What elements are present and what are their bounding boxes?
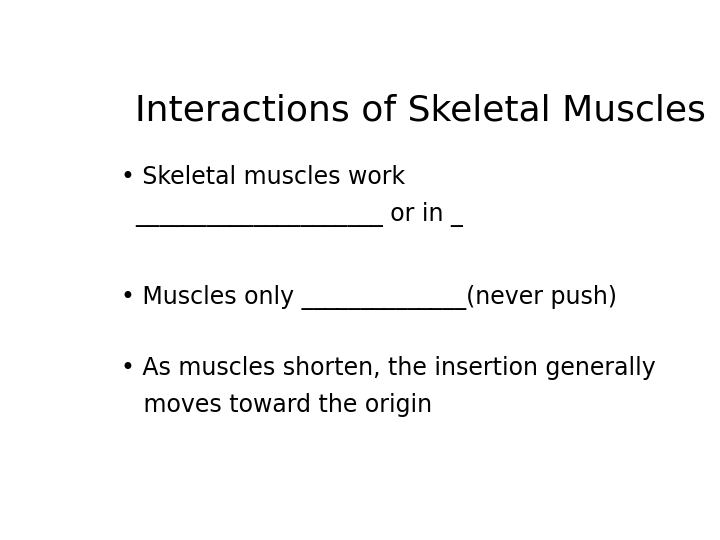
Text: • Muscles only ______________(never push): • Muscles only ______________(never push… (121, 285, 617, 310)
Text: • Skeletal muscles work: • Skeletal muscles work (121, 165, 405, 188)
Text: moves toward the origin: moves toward the origin (121, 393, 432, 417)
Text: _____________________ or in _: _____________________ or in _ (121, 202, 462, 227)
Text: Interactions of Skeletal Muscles: Interactions of Skeletal Muscles (135, 94, 706, 128)
Text: • As muscles shorten, the insertion generally: • As muscles shorten, the insertion gene… (121, 356, 655, 380)
